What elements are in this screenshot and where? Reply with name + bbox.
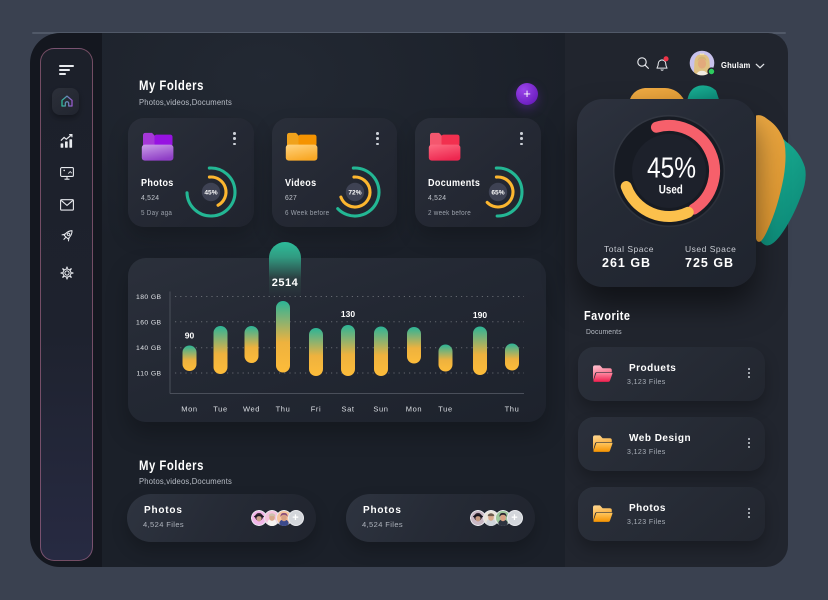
svg-text:45%: 45% [204,189,217,196]
svg-text:65%: 65% [491,189,504,196]
svg-text:Thu: Thu [505,405,520,414]
svg-text:90: 90 [185,331,195,341]
svg-text:130: 130 [341,309,355,319]
svg-text:140 GB: 140 GB [136,345,162,352]
svg-text:Tue: Tue [438,405,452,414]
svg-text:Mon: Mon [181,405,197,414]
svg-text:110 GB: 110 GB [137,371,162,378]
svg-text:Used: Used [658,182,682,196]
svg-text:Mon: Mon [406,405,422,414]
svg-text:Sun: Sun [373,405,388,414]
svg-text:Wed: Wed [243,405,260,414]
svg-text:160 GB: 160 GB [136,319,162,326]
svg-text:Thu: Thu [276,405,291,414]
svg-text:Fri: Fri [311,405,322,414]
svg-text:180 GB: 180 GB [136,294,162,301]
svg-text:72%: 72% [348,189,361,196]
svg-text:Tue: Tue [213,405,227,414]
svg-text:45%: 45% [647,152,696,184]
svg-text:190: 190 [473,310,487,320]
svg-text:Sat: Sat [341,405,354,414]
